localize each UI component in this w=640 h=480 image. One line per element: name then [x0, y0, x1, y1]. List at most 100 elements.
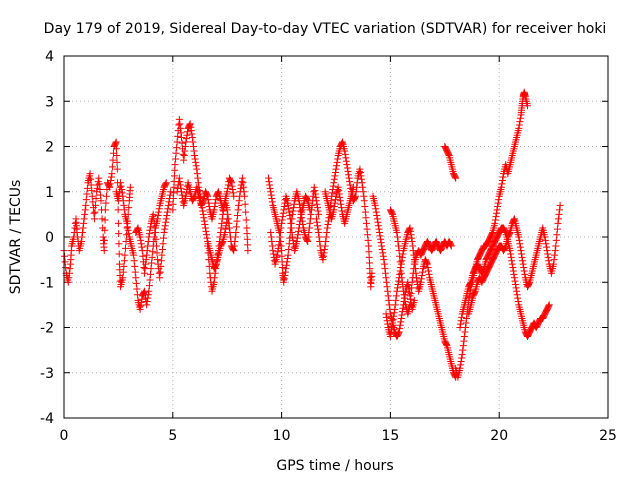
- data-point: [398, 274, 406, 282]
- data-point: [230, 192, 238, 200]
- data-point: [191, 152, 199, 160]
- data-point: [189, 143, 197, 150]
- data-point: [160, 228, 168, 236]
- data-point: [459, 342, 467, 350]
- data-point: [363, 225, 371, 233]
- data-point: [361, 208, 369, 216]
- data-point: [447, 241, 455, 249]
- data-point: [516, 240, 524, 248]
- data-point: [182, 138, 190, 146]
- data-point: [142, 260, 150, 268]
- data-point: [392, 292, 400, 300]
- data-point: [102, 192, 110, 200]
- data-point: [224, 215, 232, 223]
- data-point: [400, 291, 408, 299]
- data-point: [306, 206, 314, 214]
- data-point: [241, 192, 249, 200]
- data-point: [387, 329, 395, 337]
- data-point: [360, 197, 368, 205]
- data-point: [456, 364, 464, 372]
- data-point: [314, 225, 322, 233]
- data-point: [390, 312, 398, 320]
- data-point: [507, 250, 515, 258]
- series-C: [132, 188, 175, 282]
- data-point: [395, 242, 403, 250]
- data-point: [407, 295, 415, 303]
- data-point: [175, 121, 183, 129]
- data-point: [158, 245, 166, 253]
- data-point: [194, 179, 202, 187]
- data-point: [447, 242, 455, 250]
- data-point: [98, 215, 106, 223]
- data-point: [136, 305, 144, 313]
- data-point: [102, 199, 110, 207]
- data-point: [333, 158, 341, 166]
- data-point: [83, 190, 91, 198]
- data-point: [491, 216, 499, 224]
- data-point: [409, 269, 417, 277]
- data-point: [330, 179, 338, 187]
- data-point: [396, 258, 404, 266]
- data-point: [216, 233, 224, 241]
- data-point: [137, 240, 145, 248]
- y-tick-label: -4: [40, 411, 54, 427]
- data-point: [289, 236, 297, 244]
- data-point: [139, 252, 147, 260]
- data-point: [395, 277, 403, 285]
- data-point: [393, 284, 401, 292]
- data-point: [285, 205, 293, 213]
- series-E: [173, 174, 238, 223]
- data-point: [377, 239, 385, 247]
- data-point: [362, 214, 370, 222]
- data-point: [385, 301, 393, 309]
- y-tick-label: -2: [40, 321, 54, 337]
- data-point: [156, 268, 164, 276]
- data-point: [330, 175, 338, 183]
- data-point: [230, 247, 238, 255]
- data-point: [151, 224, 159, 232]
- data-point: [344, 167, 352, 175]
- data-point: [376, 232, 384, 240]
- data-point: [119, 192, 127, 200]
- data-point: [384, 320, 392, 328]
- data-point: [278, 219, 286, 227]
- data-point: [506, 230, 514, 238]
- data-point: [374, 218, 382, 226]
- data-point: [336, 197, 344, 205]
- data-point: [286, 215, 294, 223]
- data-point: [368, 269, 376, 277]
- data-point: [176, 181, 184, 189]
- data-point: [143, 297, 151, 305]
- data-point: [544, 253, 552, 261]
- data-point: [144, 294, 152, 302]
- data-point: [457, 317, 465, 325]
- data-point: [97, 197, 105, 205]
- data-point: [158, 251, 166, 259]
- data-point: [95, 174, 103, 182]
- data-point: [497, 183, 505, 191]
- data-point: [545, 302, 553, 310]
- y-tick-label: 3: [45, 94, 54, 110]
- data-point: [182, 189, 190, 197]
- data-point: [265, 178, 273, 186]
- data-point: [315, 228, 323, 236]
- data-point: [203, 231, 211, 239]
- data-point: [463, 314, 471, 322]
- data-point: [280, 278, 288, 286]
- data-point: [146, 270, 154, 278]
- data-point: [279, 209, 287, 217]
- data-point: [512, 284, 520, 292]
- data-point: [223, 206, 231, 214]
- data-point: [145, 287, 153, 295]
- data-point: [451, 173, 459, 181]
- data-point: [217, 228, 225, 236]
- data-point: [491, 219, 499, 227]
- data-point: [506, 247, 514, 255]
- data-point: [384, 287, 392, 295]
- data-point: [201, 224, 209, 232]
- data-point: [166, 191, 174, 199]
- data-point: [167, 188, 175, 196]
- y-tick-label: 0: [45, 230, 54, 246]
- data-point: [181, 143, 189, 150]
- data-point: [149, 248, 157, 256]
